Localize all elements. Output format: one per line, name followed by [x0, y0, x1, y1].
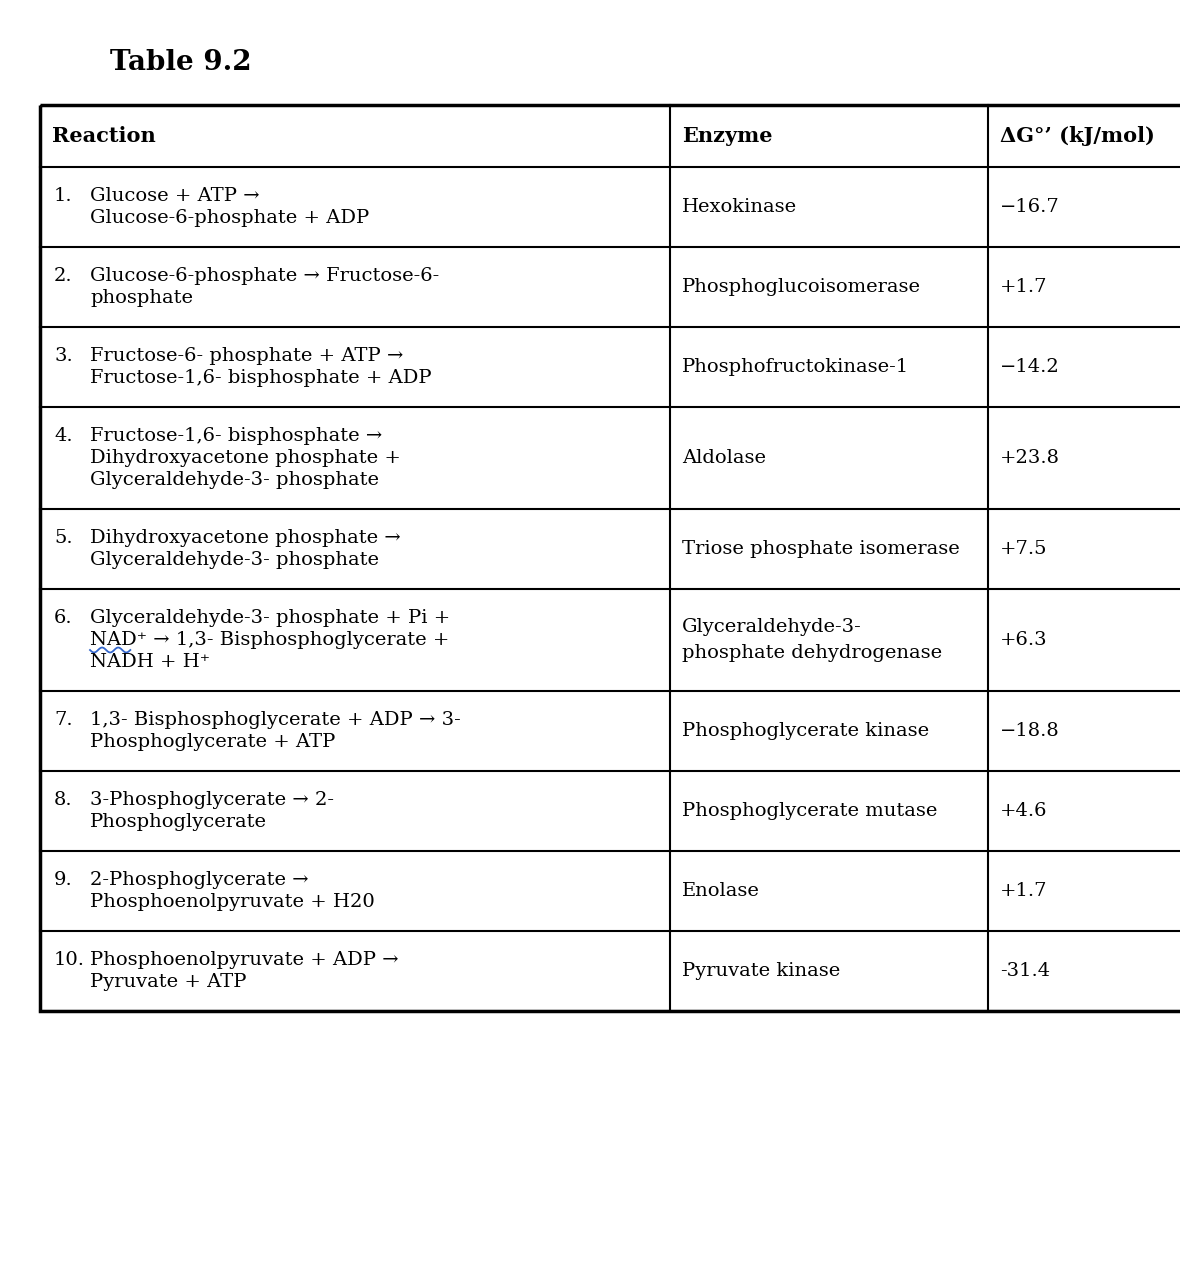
Text: 3.: 3.: [54, 347, 73, 364]
Text: −14.2: −14.2: [999, 358, 1060, 376]
Text: +7.5: +7.5: [999, 540, 1048, 558]
Text: 1,3- Bisphosphoglycerate + ADP → 3-: 1,3- Bisphosphoglycerate + ADP → 3-: [90, 711, 460, 729]
Text: Glucose-6-phosphate → Fructose-6-: Glucose-6-phosphate → Fructose-6-: [90, 268, 439, 285]
Text: +4.6: +4.6: [999, 803, 1048, 820]
Text: 9.: 9.: [54, 871, 73, 889]
Text: Fructose-1,6- bisphosphate + ADP: Fructose-1,6- bisphosphate + ADP: [90, 369, 432, 387]
Text: Glyceraldehyde-3- phosphate + Pi +: Glyceraldehyde-3- phosphate + Pi +: [90, 609, 451, 627]
Text: NAD⁺ → 1,3- Bisphosphoglycerate +: NAD⁺ → 1,3- Bisphosphoglycerate +: [90, 631, 450, 648]
Text: NADH + H⁺: NADH + H⁺: [90, 654, 210, 671]
Text: Phosphoglycerate: Phosphoglycerate: [90, 813, 267, 831]
Text: Pyruvate kinase: Pyruvate kinase: [682, 962, 840, 980]
Text: -31.4: -31.4: [999, 962, 1050, 980]
Text: +23.8: +23.8: [999, 448, 1060, 468]
Text: +1.7: +1.7: [999, 882, 1048, 899]
Text: ΔG°’ (kJ/mol): ΔG°’ (kJ/mol): [999, 126, 1155, 147]
Text: 5.: 5.: [54, 529, 73, 547]
Text: Fructose-6- phosphate + ATP →: Fructose-6- phosphate + ATP →: [90, 347, 404, 364]
Text: Dihydroxyacetone phosphate +: Dihydroxyacetone phosphate +: [90, 448, 401, 468]
Text: 2.: 2.: [54, 268, 73, 285]
Text: Glucose + ATP →: Glucose + ATP →: [90, 187, 260, 205]
Text: 6.: 6.: [54, 609, 73, 627]
Text: Phosphoglycerate + ATP: Phosphoglycerate + ATP: [90, 733, 335, 750]
Text: phosphate: phosphate: [90, 289, 194, 307]
Text: 8.: 8.: [54, 791, 73, 809]
Text: Glyceraldehyde-3- phosphate: Glyceraldehyde-3- phosphate: [90, 550, 379, 569]
Text: Phosphoglycerate kinase: Phosphoglycerate kinase: [682, 722, 929, 740]
Text: Glyceraldehyde-3-
phosphate dehydrogenase: Glyceraldehyde-3- phosphate dehydrogenas…: [682, 618, 942, 661]
Text: Phosphofructokinase-1: Phosphofructokinase-1: [682, 358, 909, 376]
Text: 3-Phosphoglycerate → 2-: 3-Phosphoglycerate → 2-: [90, 791, 334, 809]
Text: Glyceraldehyde-3- phosphate: Glyceraldehyde-3- phosphate: [90, 471, 379, 489]
Text: Enolase: Enolase: [682, 882, 760, 899]
Text: Fructose-1,6- bisphosphate →: Fructose-1,6- bisphosphate →: [90, 427, 382, 445]
Text: +1.7: +1.7: [999, 278, 1048, 296]
Text: Enzyme: Enzyme: [682, 126, 773, 147]
Text: Phosphoenolpyruvate + ADP →: Phosphoenolpyruvate + ADP →: [90, 950, 399, 970]
Text: Aldolase: Aldolase: [682, 448, 766, 468]
Text: 2-Phosphoglycerate →: 2-Phosphoglycerate →: [90, 871, 309, 889]
Text: Reaction: Reaction: [52, 126, 156, 147]
Text: Glucose-6-phosphate + ADP: Glucose-6-phosphate + ADP: [90, 209, 369, 227]
Text: Phosphoglucoisomerase: Phosphoglucoisomerase: [682, 278, 922, 296]
Text: Triose phosphate isomerase: Triose phosphate isomerase: [682, 540, 959, 558]
Text: Dihydroxyacetone phosphate →: Dihydroxyacetone phosphate →: [90, 529, 401, 547]
Text: Hexokinase: Hexokinase: [682, 197, 798, 217]
Text: 10.: 10.: [54, 950, 85, 970]
Text: +6.3: +6.3: [999, 631, 1048, 648]
Bar: [40, 104, 1180, 1012]
Text: −16.7: −16.7: [999, 197, 1060, 217]
Text: Table 9.2: Table 9.2: [110, 48, 251, 75]
Text: Phosphoenolpyruvate + H20: Phosphoenolpyruvate + H20: [90, 893, 375, 911]
Text: Phosphoglycerate mutase: Phosphoglycerate mutase: [682, 803, 937, 820]
Text: Pyruvate + ATP: Pyruvate + ATP: [90, 973, 247, 991]
Text: 4.: 4.: [54, 427, 73, 445]
Text: −18.8: −18.8: [999, 722, 1060, 740]
Text: 7.: 7.: [54, 711, 73, 729]
Text: 1.: 1.: [54, 187, 73, 205]
